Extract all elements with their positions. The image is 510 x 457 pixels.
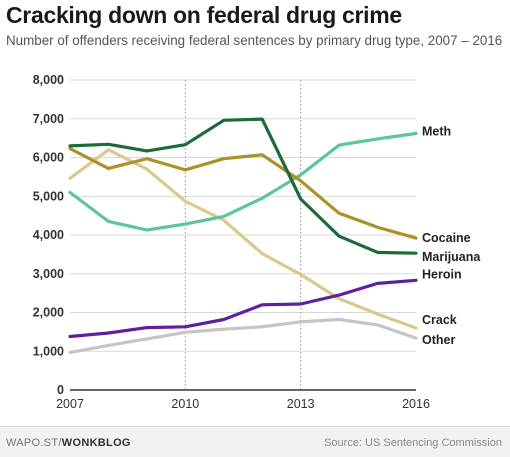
- y-tick-label: 6,000: [33, 151, 64, 165]
- series-label-crack: Crack: [422, 313, 457, 327]
- x-tick-label: 2016: [402, 397, 430, 411]
- chart-subtitle: Number of offenders receiving federal se…: [6, 33, 503, 48]
- axis-labels: 0 1,000 2,000 3,000 4,000 5,000 6,000 7,000 8,00…: [33, 73, 430, 411]
- y-tick-label: 1,000: [33, 344, 64, 358]
- x-tick-label: 2013: [287, 397, 315, 411]
- series-label-cocaine: Cocaine: [422, 231, 471, 245]
- series-labels: Meth Cocaine Marijuana Heroin Crack Other: [422, 124, 481, 347]
- credit-brand: WONKBLOG: [61, 437, 131, 449]
- x-tick-label: 2010: [171, 397, 199, 411]
- y-tick-label: 0: [57, 383, 64, 397]
- y-tick-label: 4,000: [33, 228, 64, 242]
- series-label-marijuana: Marijuana: [422, 250, 481, 264]
- y-tick-label: 5,000: [33, 189, 64, 203]
- y-tick-label: 7,000: [33, 112, 64, 126]
- series-lines: [68, 117, 418, 354]
- footer: WAPO.ST/WONKBLOG Source: US Sentencing C…: [0, 426, 510, 457]
- series-line-marijuana: [68, 117, 418, 255]
- series-line-meth: [68, 131, 418, 232]
- y-tick-label: 2,000: [33, 306, 64, 320]
- series-line-heroin: [68, 278, 418, 339]
- series-line-other: [68, 317, 418, 354]
- credit-prefix: WAPO.ST/: [6, 437, 62, 449]
- x-tick-label: 2007: [56, 397, 84, 411]
- series-label-other: Other: [422, 333, 455, 347]
- series-label-meth: Meth: [422, 124, 451, 138]
- source-text: Source: US Sentencing Commission: [324, 437, 502, 449]
- credit-text: WAPO.ST/WONKBLOG: [6, 437, 131, 449]
- series-line-crack: [68, 148, 418, 330]
- y-tick-label: 3,000: [33, 267, 64, 281]
- series-label-heroin: Heroin: [422, 267, 462, 281]
- line-chart: 0 1,000 2,000 3,000 4,000 5,000 6,000 7,000 8,00…: [33, 73, 482, 411]
- y-tick-label: 8,000: [33, 73, 64, 87]
- chart-title: Cracking down on federal drug crime: [6, 2, 402, 28]
- series-line-cocaine: [68, 147, 418, 240]
